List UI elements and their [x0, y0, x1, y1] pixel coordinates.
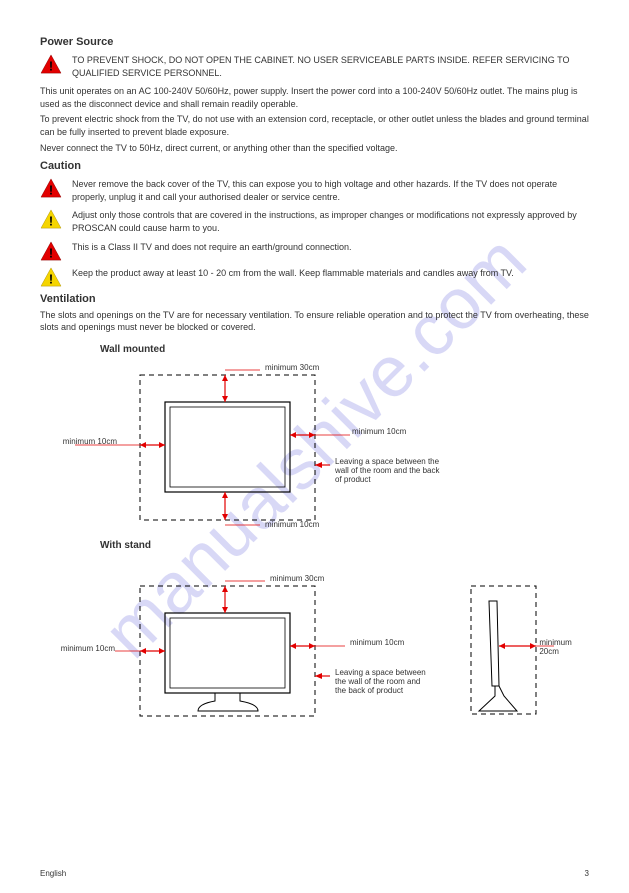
page-footer: English 3	[0, 869, 629, 878]
diagram-wall-mounted: minimum 30cm minimum 10cm minimum 10cm L…	[70, 365, 450, 530]
warning-triangle-red-icon: !	[40, 241, 62, 261]
heading-ventilation: Ventilation	[40, 293, 589, 305]
svg-text:!: !	[49, 245, 53, 260]
power-para-1: This unit operates on an AC 100-240V 50/…	[40, 85, 589, 110]
warning-text: Never remove the back cover of the TV, t…	[72, 178, 589, 203]
label-left: minimum 10cm	[55, 644, 115, 653]
label-right: minimum 10cm	[352, 427, 406, 436]
heading-power: Power Source	[40, 36, 589, 48]
diagram-with-stand-row: minimum 30cm minimum 10cm minimum 10cm L…	[40, 566, 589, 746]
label-side: minimum 20cm	[539, 638, 589, 656]
warning-cabinet: ! Never remove the back cover of the TV,…	[40, 178, 589, 203]
caution-triangle-yellow-icon: !	[40, 267, 62, 287]
diagram2-title: With stand	[100, 540, 589, 551]
diagram1-title: Wall mounted	[100, 344, 589, 355]
stand-side-svg	[459, 576, 569, 736]
label-right-note: Leaving a space between the wall of the …	[335, 668, 430, 695]
caution-text: Keep the product away at least 10 - 20 c…	[72, 267, 589, 280]
label-right-note: Leaving a space between the wall of the …	[335, 457, 445, 484]
label-bottom: minimum 10cm	[265, 520, 319, 529]
label-right: minimum 10cm	[350, 638, 404, 647]
diagram-with-stand-front: minimum 30cm minimum 10cm minimum 10cm L…	[70, 576, 350, 736]
svg-text:!: !	[49, 214, 53, 229]
label-top: minimum 30cm	[265, 363, 319, 372]
svg-text:!: !	[49, 271, 53, 286]
page-content: Power Source ! TO PREVENT SHOCK, DO NOT …	[40, 36, 589, 746]
caution-triangle-yellow-icon: !	[40, 209, 62, 229]
ventilation-para: The slots and openings on the TV are for…	[40, 309, 589, 334]
diagram-with-stand-side: minimum 20cm	[459, 576, 569, 736]
heading-caution: Caution	[40, 160, 589, 172]
footer-left: English	[40, 869, 66, 878]
warning-power-shock: ! TO PREVENT SHOCK, DO NOT OPEN THE CABI…	[40, 54, 589, 79]
caution-text: Adjust only those controls that are cove…	[72, 209, 589, 234]
warning-text: This is a Class II TV and does not requi…	[72, 241, 589, 254]
warning-class2: ! This is a Class II TV and does not req…	[40, 241, 589, 261]
wall-mounted-svg	[70, 365, 450, 530]
svg-text:!: !	[49, 183, 53, 198]
label-top: minimum 30cm	[270, 574, 324, 583]
warning-triangle-red-icon: !	[40, 178, 62, 198]
label-left: minimum 10cm	[52, 437, 117, 446]
warning-triangle-red-icon: !	[40, 54, 62, 74]
stand-front-svg	[70, 576, 350, 736]
caution-distance: ! Keep the product away at least 10 - 20…	[40, 267, 589, 287]
svg-text:!: !	[49, 58, 53, 73]
warning-text: TO PREVENT SHOCK, DO NOT OPEN THE CABINE…	[72, 54, 589, 79]
power-para-3: Never connect the TV to 50Hz, direct cur…	[40, 142, 589, 155]
footer-right: 3	[585, 869, 589, 878]
power-para-2: To prevent electric shock from the TV, d…	[40, 113, 589, 138]
caution-controls: ! Adjust only those controls that are co…	[40, 209, 589, 234]
